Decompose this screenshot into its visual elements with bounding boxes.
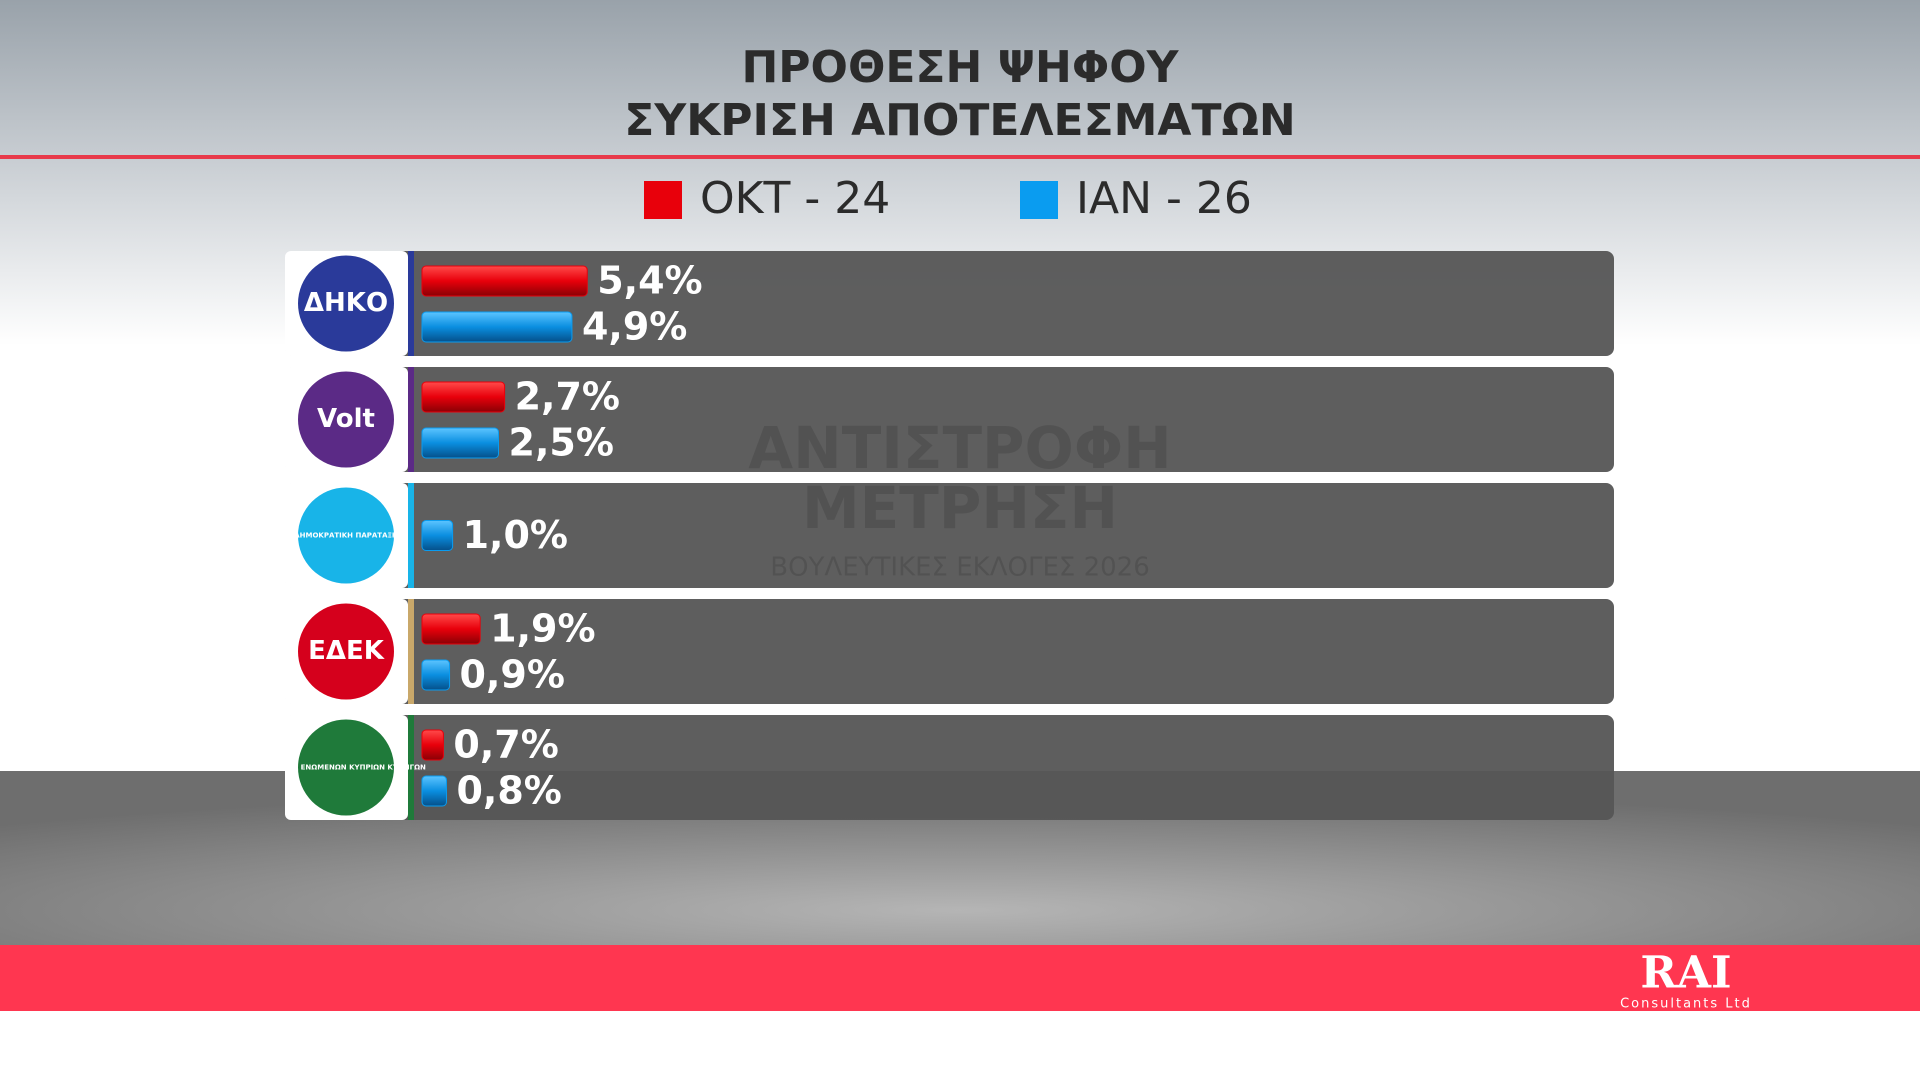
watermark: ΑΝΤΙΣΤΡΟΦΗ ΜΕΤΡΗΣΗ ΒΟΥΛΕΥΤΙΚΕΣ ΕΚΛΟΓΕΣ 2… [748,414,1171,582]
value-label: 4,9% [582,305,687,349]
title-rule [0,155,1920,159]
party-logo-text: ΔΗΜΟΚΡΑΤΙΚΗ ΠΑΡΑΤΑΞΗ [294,532,398,540]
logo-strip [408,483,414,588]
party-logo-text: ΚΙΝΗΜΑ ΕΝΩΜΕΝΩΝ ΚΥΠΡΙΩΝ ΚΥΝΗΓΩΝ [266,764,426,772]
logo-circle [298,255,394,352]
watermark-text: ΑΝΤΙΣΤΡΟΦΗ [748,414,1171,482]
logo-strip [408,599,414,704]
chart-subtitle: ΣΥΚΡΙΣΗ ΑΠΟΤΕΛΕΣΜΑΤΩΝ [624,95,1295,146]
logo-circle [298,371,394,468]
chart-title: ΠΡΟΘΕΣΗ ΨΗΦΟΥ [741,42,1179,93]
row-panel [285,251,1614,356]
logo-circle [298,719,394,816]
panels: ΔΗΚΟ 5,4%4,9% Volt 2,7%2,5% ΔΗΜΟΚΡΑΤΙΚΗ ΠΑΡΑ… [266,251,1614,820]
value-label: 0,7% [453,723,558,767]
row-panel [285,715,1614,820]
party-logo-text: ΔΗΚΟ [304,288,388,318]
bar [421,520,454,551]
value-label: 1,9% [490,607,595,651]
legend-swatch [644,181,682,219]
value-label: 2,7% [515,375,620,419]
value-label: 2,5% [509,421,614,465]
logo-strip [408,251,414,356]
value-label: 1,0% [463,513,568,557]
legend-label: ΙΑΝ - 26 [1076,173,1252,224]
brand-sub: Consultants Ltd [1620,997,1752,1012]
bar [421,659,451,691]
footer-band [0,945,1920,1011]
legend-label: ΟΚΤ - 24 [700,173,890,224]
watermark-text: ΒΟΥΛΕΥΤΙΚΕΣ ΕΚΛΟΓΕΣ 2026 [770,553,1150,583]
logo-circle [298,487,394,584]
watermark-text: ΜΕΤΡΗΣΗ [802,474,1118,542]
brand-logo: RAI [1640,948,1731,999]
logo-strip [408,367,414,472]
legend-swatch [1020,181,1058,219]
bar [421,729,444,761]
bar [421,427,499,459]
footer-bottom [0,1011,1920,1080]
bar [421,381,506,413]
row-panel [285,483,1614,588]
bar [421,613,481,645]
party-logo-text: ΕΔΕΚ [308,636,385,666]
bar [421,775,447,807]
value-label: 5,4% [597,259,702,303]
party-logo-text: Volt [317,404,375,434]
value-label: 0,9% [460,653,565,697]
row-panel [285,599,1614,704]
row-panel [285,367,1614,472]
logo-circle [298,603,394,700]
logo-strip [408,715,414,820]
bar [421,311,573,343]
bar [421,265,588,297]
value-label: 0,8% [456,769,561,813]
